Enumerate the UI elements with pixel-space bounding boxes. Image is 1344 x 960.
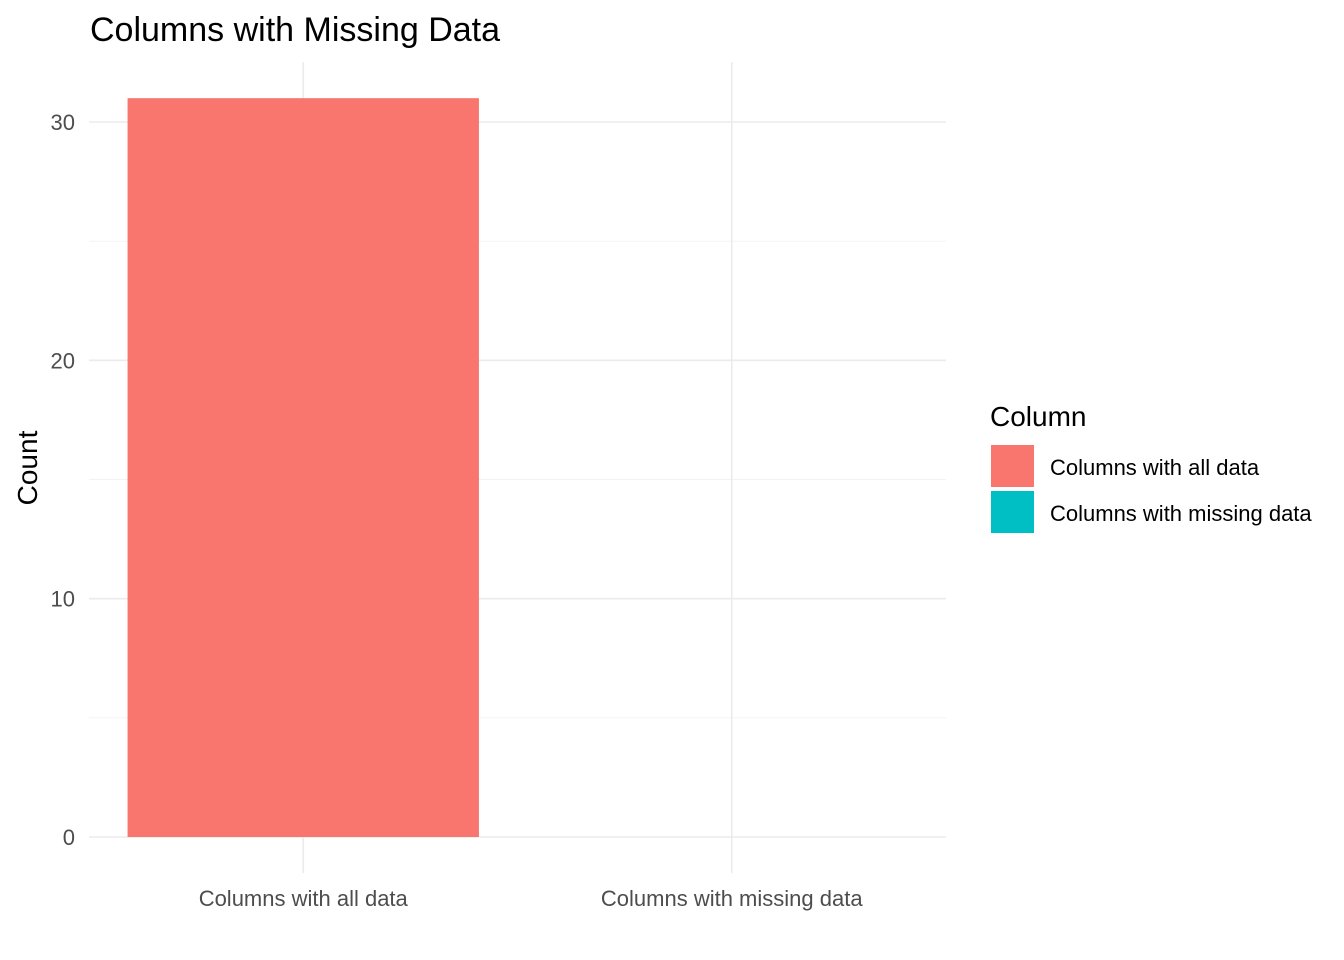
legend-label: Columns with missing data: [1050, 501, 1312, 526]
bars: [127, 98, 479, 837]
y-axis-tick-labels: 0 10 20 30: [51, 110, 75, 850]
legend-label: Columns with all data: [1050, 455, 1260, 480]
chart-title: Columns with Missing Data: [90, 11, 500, 49]
y-axis-title: Count: [12, 430, 43, 505]
legend-key: [991, 445, 1034, 487]
legend-title: Column: [990, 401, 1086, 432]
y-tick-label: 20: [51, 348, 75, 373]
legend-entries: Columns with all data Columns with missin…: [991, 445, 1312, 533]
y-tick-label: 30: [51, 110, 75, 135]
x-axis-tick-labels: Columns with all data Columns with missin…: [199, 886, 864, 911]
bar: [127, 98, 479, 837]
y-tick-label: 0: [63, 825, 75, 850]
y-tick-label: 10: [51, 587, 75, 612]
x-tick-label: Columns with all data: [199, 886, 409, 911]
x-tick-label: Columns with missing data: [601, 886, 863, 911]
legend-key: [991, 491, 1034, 533]
